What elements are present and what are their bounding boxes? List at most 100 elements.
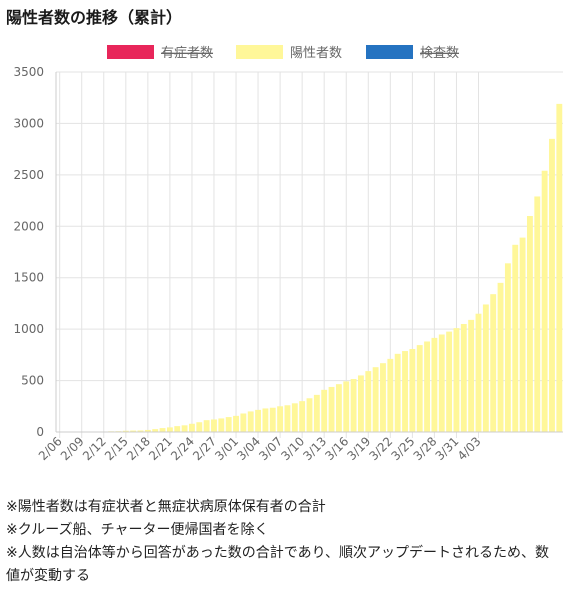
bar — [475, 313, 482, 432]
bar — [247, 411, 254, 432]
y-tick-label: 3500 — [13, 65, 44, 79]
bar — [556, 103, 563, 432]
bar — [512, 244, 519, 432]
legend-item-1[interactable]: 有症者数 — [107, 45, 213, 61]
x-tick-label: 3/01 — [212, 434, 241, 463]
x-tick-label: 2/18 — [124, 434, 153, 463]
bar — [218, 418, 225, 432]
bar — [144, 429, 151, 432]
legend-label-1: 有症者数 — [161, 46, 213, 61]
legend-swatch-3 — [366, 45, 413, 59]
note-3: ※人数は自治体等から回答があった数の合計であり、順次アップデートされるため、数値… — [6, 545, 550, 584]
bar — [431, 337, 438, 432]
bar — [321, 389, 328, 432]
x-tick-label: 3/28 — [411, 434, 440, 463]
x-tick-label: 2/15 — [102, 434, 131, 463]
chart-title: 陽性者数の推移（累計） — [6, 8, 183, 27]
bar — [526, 216, 533, 432]
bar — [387, 358, 394, 432]
bar — [372, 367, 379, 432]
x-tick-label: 3/16 — [322, 434, 351, 463]
bar — [159, 428, 166, 432]
bar — [460, 324, 467, 432]
y-tick-label: 2500 — [13, 168, 44, 182]
y-tick-label: 0 — [36, 425, 44, 439]
note-1: ※陽性者数は有症状者と無症状病原体保有者の合計 — [6, 499, 326, 515]
bar — [269, 407, 276, 432]
bar — [299, 401, 306, 432]
bar — [152, 429, 159, 432]
x-tick-label: 2/27 — [190, 434, 219, 463]
x-tick-label: 3/13 — [300, 434, 329, 463]
x-tick-label: 2/12 — [80, 434, 109, 463]
y-tick-label: 500 — [21, 374, 44, 388]
legend-label-3: 検査数 — [420, 46, 459, 61]
x-tick-label: 3/31 — [433, 434, 462, 463]
legend-swatch-1 — [107, 45, 154, 59]
x-tick-label: 2/24 — [168, 434, 197, 463]
bar — [519, 237, 526, 432]
bar — [365, 371, 372, 432]
bar — [255, 409, 262, 432]
y-tick-label: 2000 — [13, 219, 44, 233]
x-tick-label: 2/21 — [146, 434, 175, 463]
bar — [122, 430, 129, 432]
x-tick-label: 3/10 — [278, 434, 307, 463]
legend-item-3[interactable]: 検査数 — [366, 45, 459, 61]
bar — [233, 415, 239, 432]
x-tick-label: 3/19 — [344, 434, 373, 463]
bar — [446, 331, 453, 432]
bar — [284, 405, 291, 432]
bar — [438, 334, 445, 432]
x-tick-label: 4/03 — [455, 434, 484, 463]
legend: 有症者数 陽性者数 検査数 — [107, 45, 459, 61]
bar — [306, 398, 313, 432]
notes: ※陽性者数は有症状者と無症状病原体保有者の合計 ※クルーズ船、チャーター便帰国者… — [6, 496, 562, 588]
bar — [402, 351, 408, 432]
x-tick-label: 3/04 — [234, 434, 263, 463]
y-tick-label: 1500 — [13, 271, 44, 285]
bar — [453, 328, 460, 432]
bar — [174, 426, 181, 432]
bar — [130, 430, 137, 432]
bar — [416, 345, 423, 432]
bars — [56, 103, 563, 433]
bar — [350, 379, 357, 432]
bar — [335, 384, 342, 432]
legend-label-2: 陽性者数 — [290, 46, 342, 61]
legend-swatch-2 — [236, 45, 283, 59]
bar — [188, 423, 195, 432]
x-tick-label: 3/25 — [389, 434, 418, 463]
bar — [137, 430, 144, 432]
x-tick-label: 3/22 — [366, 434, 395, 463]
positive-cases-chart: 有症者数 陽性者数 検査数 0 500 1000 1500 2000 2500 3000 3500… — [13, 45, 563, 463]
bar — [166, 427, 173, 432]
bar — [534, 196, 541, 432]
bar — [240, 413, 247, 432]
legend-item-2[interactable]: 陽性者数 — [236, 45, 342, 61]
bar — [277, 406, 284, 432]
x-tick-label: 3/07 — [256, 434, 285, 463]
x-tick-label: 2/09 — [58, 434, 87, 463]
bar — [394, 353, 401, 432]
bar — [343, 381, 350, 432]
bar — [482, 304, 489, 432]
bar — [313, 394, 320, 432]
bar — [211, 419, 217, 432]
y-tick-label: 1000 — [13, 322, 44, 336]
bar — [468, 319, 475, 432]
bar — [225, 417, 232, 432]
bar — [357, 375, 364, 432]
bar — [262, 408, 269, 432]
bar — [504, 263, 511, 432]
bar — [541, 170, 548, 432]
bar — [497, 282, 504, 432]
bar — [291, 403, 298, 432]
bar — [549, 138, 555, 432]
bar — [490, 294, 497, 432]
y-tick-label: 3000 — [13, 116, 44, 130]
bar — [196, 422, 203, 432]
bar — [409, 348, 416, 432]
note-2: ※クルーズ船、チャーター便帰国者を除く — [6, 522, 269, 538]
bar — [203, 420, 210, 432]
